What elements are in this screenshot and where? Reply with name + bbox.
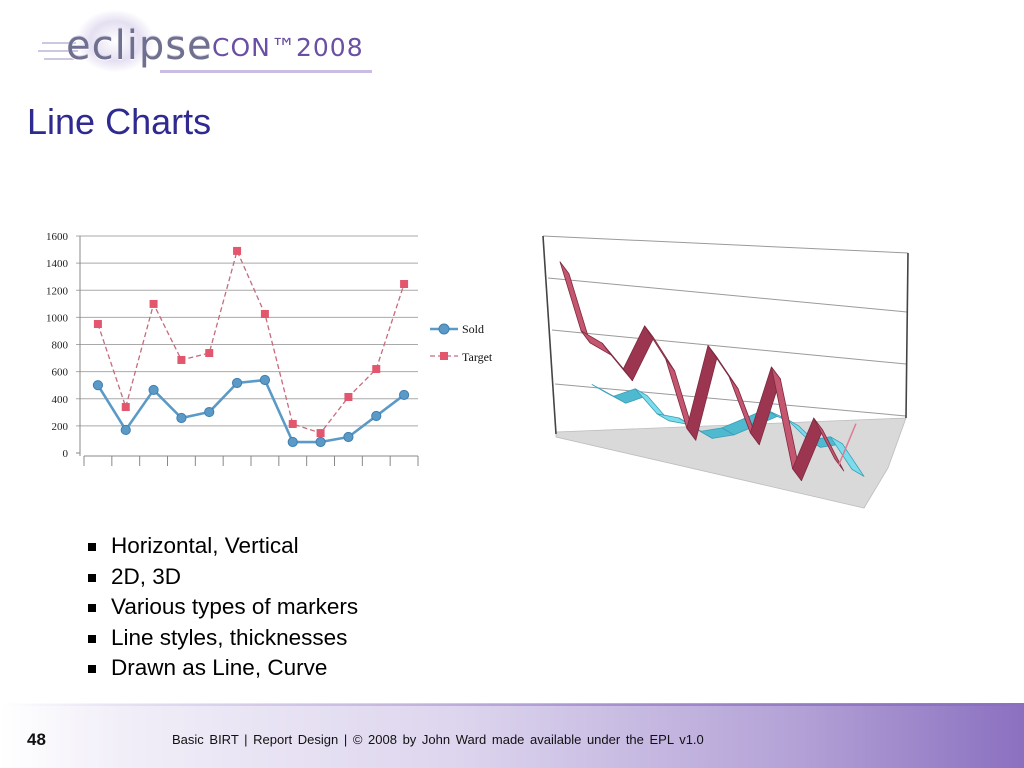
bullet-square-icon (88, 543, 96, 551)
legend-marker-target (440, 352, 448, 360)
legend-label-target: Target (462, 350, 493, 364)
legend-marker-sold (438, 323, 450, 335)
bullet-text: Drawn as Line, Curve (111, 655, 328, 681)
logo-line (44, 58, 74, 60)
legend-item-target: Target (430, 350, 493, 364)
data-point-sold (148, 384, 159, 396)
ribbon-segment-series-1 (838, 423, 857, 466)
footer-band (0, 704, 1024, 768)
footer-band-edge (0, 703, 1024, 706)
chart-3d-right-edge (905, 252, 909, 419)
line-chart-2d: 0 200 400 600 800 1000 1200 1400 1600 Sold Targe… (46, 231, 493, 466)
data-point-sold (92, 380, 104, 391)
data-point-target (233, 246, 242, 255)
bullet-square-icon (88, 665, 96, 674)
footer-text: Basic BIRT | Report Design | © 2008 by J… (172, 732, 704, 747)
data-point-sold (371, 410, 382, 422)
y-tick-label: 1000 (46, 312, 69, 324)
series-line-target (97, 248, 405, 434)
legend-item-sold: Sold (430, 322, 484, 336)
logo-con: CON™ (212, 33, 297, 62)
logo-year: 2008 (296, 33, 364, 62)
data-point-sold (231, 377, 243, 389)
y-tick-label: 1200 (46, 285, 69, 297)
line-chart-3d (542, 235, 909, 509)
logo-orb (76, 10, 154, 72)
legend-label-sold: Sold (462, 322, 484, 336)
chart-3d-gridline (542, 235, 909, 254)
ribbon-segment-series-1 (623, 325, 654, 382)
logo-line (38, 50, 78, 52)
bullet-item: Drawn as Line, Curve (86, 653, 358, 684)
bullet-text: Various types of markers (111, 594, 359, 620)
bullet-item: 2D, 3D (86, 562, 358, 593)
bullet-list: Horizontal, Vertical 2D, 3D Various type… (86, 531, 358, 684)
bullet-text: Horizontal, Vertical (111, 533, 299, 558)
bullet-item: Line styles, thicknesses (86, 623, 358, 654)
ribbon-segment-series-1 (644, 325, 676, 372)
bullet-text: 2D, 3D (111, 563, 182, 589)
ribbon-segment-series-1 (813, 417, 845, 472)
chart-3d-gridline (551, 329, 907, 365)
data-point-sold (398, 389, 410, 401)
y-tick-label: 1400 (46, 258, 69, 270)
data-point-target (344, 392, 353, 401)
logo-line (42, 42, 76, 44)
data-point-sold (287, 436, 298, 448)
y-tick-label: 200 (52, 421, 69, 433)
bullet-square-icon (88, 634, 96, 643)
chart-3d-left-edge (542, 235, 557, 435)
y-tick-label: 400 (52, 394, 69, 406)
data-point-target (93, 320, 102, 329)
eclipsecon-logo: eclipse CON™ 2008 (36, 8, 378, 78)
data-point-target (260, 309, 269, 318)
data-point-sold (315, 436, 326, 448)
y-tick-label: 600 (52, 367, 69, 379)
data-point-target (288, 419, 297, 428)
data-point-target (121, 403, 130, 412)
chart-3d-plot (559, 261, 865, 482)
data-point-sold (176, 412, 187, 424)
bullet-square-icon (88, 573, 96, 582)
data-point-target (372, 365, 381, 374)
page-number: 48 (27, 730, 46, 749)
y-tick-label: 1600 (46, 231, 69, 243)
series-line-sold (96, 378, 405, 444)
bullet-text: Line styles, thicknesses (111, 624, 348, 650)
chart-2d-plot: 0 200 400 600 800 1000 1200 1400 1600 (46, 231, 419, 466)
logo-wordmark: eclipse (66, 23, 213, 69)
bullet-item: Horizontal, Vertical (86, 531, 358, 562)
data-point-target (316, 429, 325, 438)
chart-3d-gridline (554, 383, 907, 417)
data-point-sold (259, 374, 271, 386)
bullet-item: Various types of markers (86, 592, 358, 623)
chart-2d-legend: Sold Target (430, 322, 493, 364)
y-tick-label: 800 (52, 340, 69, 352)
y-tick-label: 0 (63, 448, 69, 460)
data-point-target (400, 280, 409, 289)
logo-underline (160, 70, 372, 73)
bullet-square-icon (88, 604, 96, 613)
data-point-target (177, 355, 186, 364)
data-point-target (205, 349, 214, 358)
ribbon-segment-series-2 (830, 436, 865, 477)
chart-3d-gridline (547, 277, 908, 313)
data-point-target (149, 299, 158, 308)
data-point-sold (204, 406, 215, 418)
slide-title: Line Charts (27, 101, 212, 142)
data-point-sold (343, 431, 354, 443)
data-point-sold (120, 424, 131, 436)
